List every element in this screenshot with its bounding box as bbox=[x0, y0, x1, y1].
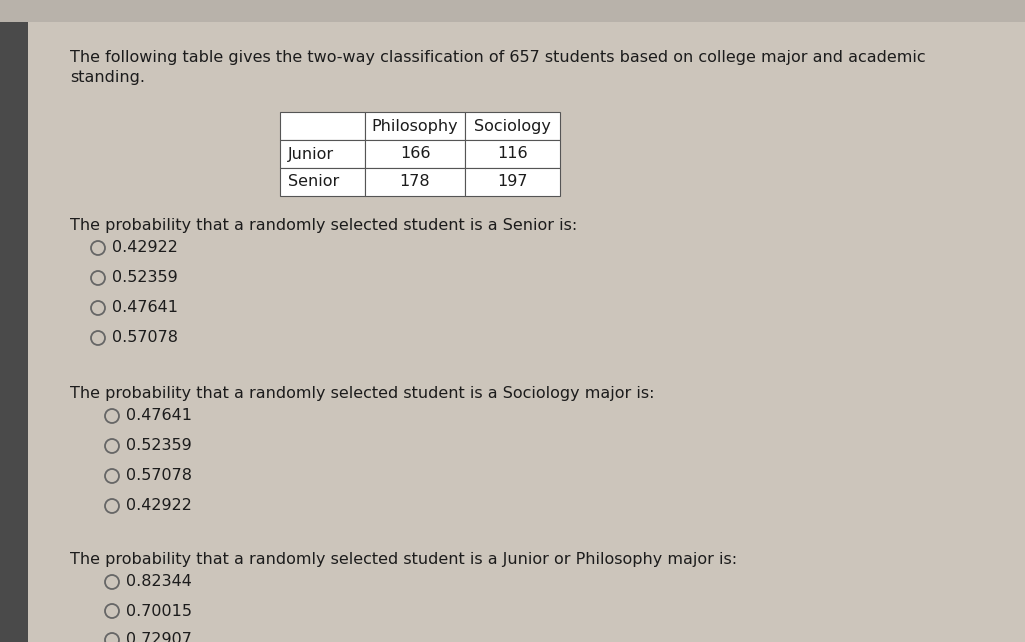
Bar bbox=[365, 140, 465, 168]
Text: The probability that a randomly selected student is a Junior or Philosophy major: The probability that a randomly selected… bbox=[70, 552, 737, 567]
Text: The following table gives the two-way classification of 657 students based on co: The following table gives the two-way cl… bbox=[70, 50, 926, 65]
Bar bbox=[465, 140, 560, 168]
Text: 0.70015: 0.70015 bbox=[126, 603, 192, 618]
Text: 0.42922: 0.42922 bbox=[112, 241, 178, 256]
Text: 0.47641: 0.47641 bbox=[126, 408, 192, 424]
Text: 197: 197 bbox=[497, 175, 528, 189]
Text: The probability that a randomly selected student is a Senior is:: The probability that a randomly selected… bbox=[70, 218, 577, 233]
Bar bbox=[365, 168, 465, 196]
Text: 178: 178 bbox=[400, 175, 430, 189]
Text: 166: 166 bbox=[400, 146, 430, 162]
Text: 0.52359: 0.52359 bbox=[112, 270, 177, 286]
Text: The probability that a randomly selected student is a Sociology major is:: The probability that a randomly selected… bbox=[70, 386, 655, 401]
Bar bbox=[365, 112, 465, 140]
Text: 0.57078: 0.57078 bbox=[126, 469, 192, 483]
Text: Sociology: Sociology bbox=[474, 119, 551, 134]
Bar bbox=[280, 140, 365, 168]
Bar bbox=[465, 168, 560, 196]
Text: Senior: Senior bbox=[288, 175, 339, 189]
Text: 0.52359: 0.52359 bbox=[126, 438, 192, 453]
Text: standing.: standing. bbox=[70, 70, 145, 85]
Text: 0.57078: 0.57078 bbox=[112, 331, 178, 345]
Text: 0.47641: 0.47641 bbox=[112, 300, 178, 315]
Bar bbox=[280, 112, 365, 140]
Bar bbox=[280, 168, 365, 196]
Text: 0.72907: 0.72907 bbox=[126, 632, 192, 642]
Text: Philosophy: Philosophy bbox=[372, 119, 458, 134]
Bar bbox=[0, 0, 1025, 22]
Text: 0.82344: 0.82344 bbox=[126, 575, 192, 589]
Text: Junior: Junior bbox=[288, 146, 334, 162]
Bar bbox=[465, 112, 560, 140]
Bar bbox=[0, 0, 28, 642]
Text: 0.42922: 0.42922 bbox=[126, 498, 192, 514]
Text: 116: 116 bbox=[497, 146, 528, 162]
